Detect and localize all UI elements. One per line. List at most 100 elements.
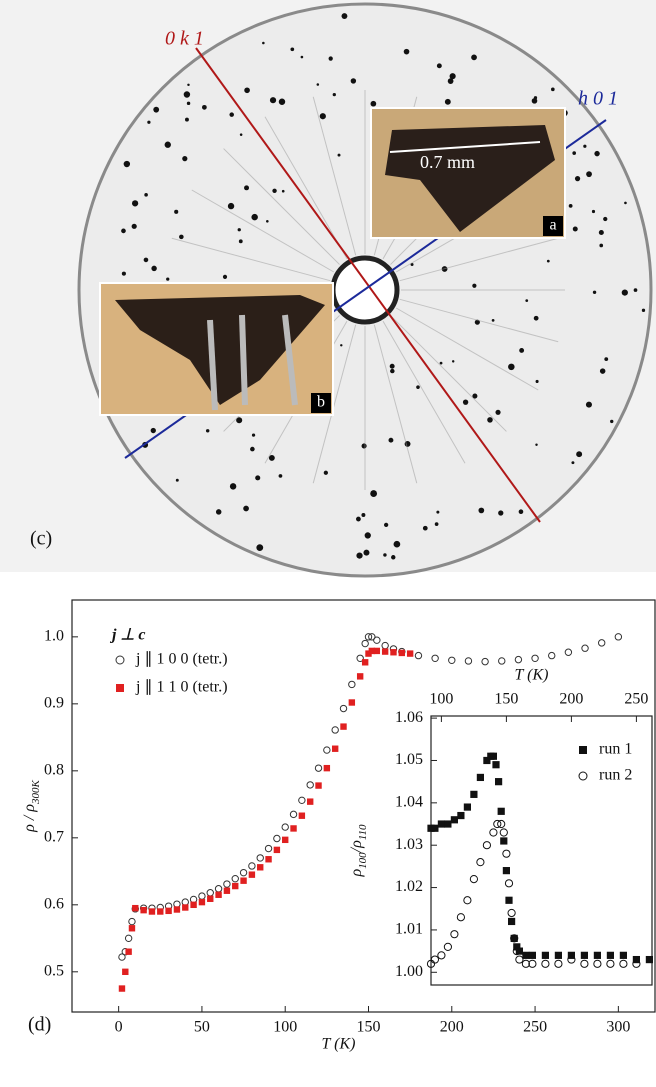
diffuse-streak bbox=[390, 315, 507, 432]
diffraction-spot bbox=[187, 83, 190, 87]
marker bbox=[340, 723, 347, 730]
marker bbox=[505, 896, 513, 904]
marker bbox=[323, 764, 331, 772]
diffraction-spot bbox=[278, 474, 283, 478]
diffraction-spot bbox=[551, 87, 555, 92]
diffraction-spot bbox=[328, 56, 333, 61]
marker bbox=[314, 764, 323, 772]
marker bbox=[515, 947, 523, 955]
marker bbox=[437, 951, 446, 960]
diffraction-spot bbox=[462, 399, 469, 405]
diffraction-spot bbox=[572, 226, 578, 232]
marker bbox=[361, 659, 369, 666]
y-tick-label: 0.9 bbox=[44, 695, 64, 712]
scale-label: 0.7 mm bbox=[420, 152, 475, 172]
diffraction-spot bbox=[131, 200, 139, 207]
marker bbox=[368, 647, 376, 655]
marker bbox=[489, 828, 498, 837]
marker bbox=[128, 925, 136, 932]
y-axis-label: ρ / ρ300K bbox=[21, 780, 42, 833]
marker bbox=[508, 917, 516, 926]
inset-a-tag bbox=[543, 216, 563, 236]
marker bbox=[510, 934, 519, 943]
diffraction-spot bbox=[350, 78, 357, 84]
marker bbox=[306, 781, 314, 789]
marker bbox=[232, 882, 239, 890]
marker bbox=[430, 955, 439, 964]
diffraction-spot bbox=[229, 112, 234, 117]
marker bbox=[606, 951, 614, 959]
marker bbox=[165, 907, 172, 915]
diffraction-spot bbox=[585, 401, 592, 408]
marker bbox=[398, 649, 406, 657]
marker bbox=[463, 803, 471, 811]
y-tick-label: 1.0 bbox=[44, 628, 64, 645]
crystal-b bbox=[115, 295, 325, 405]
marker bbox=[427, 824, 435, 832]
diffraction-spot bbox=[498, 510, 504, 516]
diffuse-streak bbox=[264, 116, 348, 260]
diffraction-spot bbox=[272, 188, 277, 193]
marker bbox=[140, 906, 147, 914]
diffraction-spot bbox=[403, 48, 410, 55]
marker bbox=[515, 955, 524, 964]
diffraction-spot bbox=[266, 220, 269, 223]
marker bbox=[132, 904, 139, 912]
diffraction-spot bbox=[518, 509, 524, 515]
marker bbox=[223, 880, 231, 888]
marker bbox=[448, 656, 456, 664]
diffraction-spot bbox=[268, 454, 275, 461]
x-tick-label: 0 bbox=[115, 1019, 123, 1036]
x-axis-label: T (K) bbox=[515, 667, 549, 684]
legend-label: run 1 bbox=[599, 741, 632, 758]
diffraction-spot bbox=[383, 522, 389, 528]
diffraction-spot bbox=[571, 461, 575, 465]
marker bbox=[118, 953, 126, 961]
diffraction-spot bbox=[238, 239, 243, 244]
marker bbox=[481, 657, 489, 666]
diffraction-spot bbox=[391, 555, 396, 560]
marker bbox=[567, 955, 576, 964]
y-tick-label: 1.04 bbox=[395, 794, 423, 811]
marker bbox=[500, 837, 508, 845]
legend-label: j ∥ 1 1 0 (tetr.) bbox=[135, 679, 228, 696]
marker bbox=[512, 947, 521, 956]
diffraction-spot bbox=[143, 257, 149, 263]
y-tick-label: 1.01 bbox=[395, 921, 423, 938]
label-h01: h 0 1 bbox=[578, 88, 618, 110]
marker bbox=[541, 951, 549, 959]
marker bbox=[470, 790, 478, 798]
legend-marker bbox=[116, 684, 124, 692]
marker bbox=[521, 959, 531, 968]
marker bbox=[356, 654, 364, 662]
diffraction-spot bbox=[436, 510, 440, 514]
diffraction-spot bbox=[174, 209, 179, 214]
y-tick-label: 1.06 bbox=[395, 709, 423, 726]
diffraction-spot bbox=[151, 265, 157, 272]
y-tick-label: 0.6 bbox=[44, 895, 64, 912]
diffraction-spot bbox=[472, 283, 477, 288]
marker bbox=[323, 746, 331, 754]
diffraction-spot bbox=[393, 540, 401, 548]
inset-b-tag bbox=[311, 393, 331, 413]
marker bbox=[564, 648, 573, 656]
diffraction-spot bbox=[574, 175, 581, 182]
diffraction-spot bbox=[370, 490, 378, 497]
diffraction-spot bbox=[290, 47, 295, 52]
diffraction-spot bbox=[269, 97, 277, 104]
diffraction-spot bbox=[323, 470, 328, 475]
marker bbox=[148, 908, 156, 915]
marker bbox=[240, 877, 247, 884]
diffraction-spot bbox=[300, 55, 304, 59]
diffraction-spot bbox=[227, 202, 235, 210]
diffraction-spot bbox=[533, 96, 538, 100]
label-0k1: 0 k 1 bbox=[165, 28, 204, 50]
diffraction-spot bbox=[316, 83, 320, 86]
diffraction-spot bbox=[361, 513, 366, 517]
marker bbox=[356, 673, 364, 680]
diffraction-spot bbox=[164, 141, 171, 148]
diffraction-spot bbox=[251, 433, 256, 437]
diffraction-spot bbox=[471, 54, 477, 61]
diffraction-spot bbox=[598, 229, 604, 236]
marker bbox=[476, 773, 484, 782]
